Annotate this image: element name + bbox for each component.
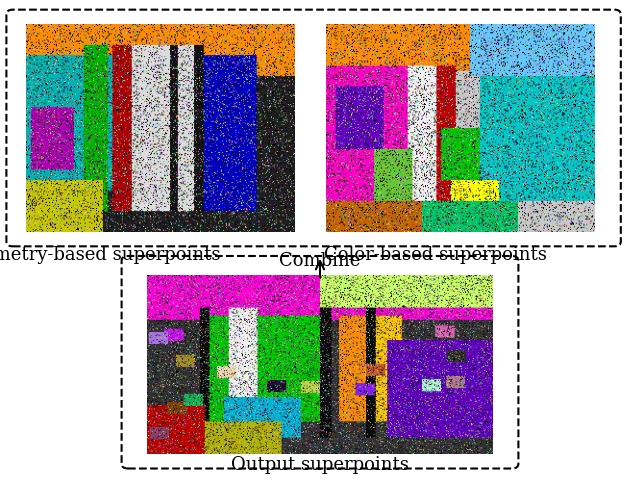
Text: Color-based superpoints: Color-based superpoints [324, 246, 547, 264]
Text: Combine: Combine [279, 252, 361, 270]
Text: Geometry-based superpoints: Geometry-based superpoints [0, 246, 221, 264]
Text: Output superpoints: Output superpoints [231, 456, 409, 474]
